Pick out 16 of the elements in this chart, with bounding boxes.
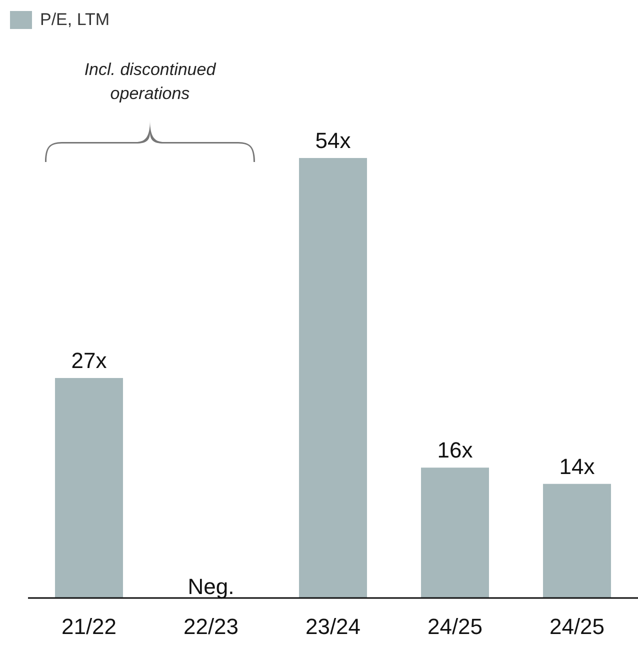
x-tick-label: 21/22	[61, 614, 117, 639]
bar	[55, 378, 123, 598]
x-tick-label: 24/25	[427, 614, 483, 639]
bar	[299, 158, 367, 598]
x-tick-label: 23/24	[305, 614, 361, 639]
data-label: 14x	[559, 454, 595, 479]
data-label: 54x	[315, 128, 351, 153]
text: Incl. discontinued operations	[83, 59, 218, 105]
text: Neg.	[188, 574, 234, 599]
bar	[421, 468, 489, 598]
data-label: 27x	[71, 348, 107, 373]
legend-label: P/E, LTM	[40, 10, 110, 30]
bar	[543, 484, 611, 598]
x-tick-label: 24/25	[549, 614, 605, 639]
x-tick-label: 22/23	[183, 614, 239, 639]
data-label: 16x	[437, 438, 473, 463]
